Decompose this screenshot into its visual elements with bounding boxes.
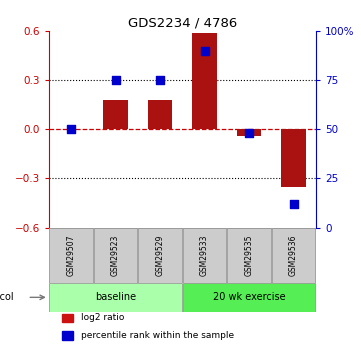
Bar [148, 100, 172, 129]
Bar [62, 331, 73, 340]
Point [113, 77, 118, 83]
Title: GDS2234 / 4786: GDS2234 / 4786 [128, 17, 237, 30]
Bar [281, 129, 306, 187]
Text: GSM29529: GSM29529 [156, 234, 165, 276]
Text: log2 ratio: log2 ratio [81, 314, 124, 323]
Text: GSM29533: GSM29533 [200, 234, 209, 276]
Bar [192, 33, 217, 129]
Text: GSM29535: GSM29535 [245, 234, 253, 276]
Bar [94, 228, 137, 283]
Bar [227, 228, 271, 283]
Bar [183, 283, 316, 312]
Text: 20 wk exercise: 20 wk exercise [213, 292, 286, 302]
Bar [49, 228, 93, 283]
Text: baseline: baseline [95, 292, 136, 302]
Point [202, 48, 208, 53]
Point [157, 77, 163, 83]
Text: protocol: protocol [0, 292, 14, 302]
Bar [237, 129, 261, 136]
Bar [62, 314, 73, 322]
Bar [272, 228, 316, 283]
Bar [103, 100, 128, 129]
Point [68, 127, 74, 132]
Text: GSM29507: GSM29507 [66, 234, 75, 276]
Bar [49, 283, 182, 312]
Bar [183, 228, 226, 283]
Point [246, 130, 252, 136]
Bar [138, 228, 182, 283]
Text: percentile rank within the sample: percentile rank within the sample [81, 331, 234, 340]
Text: GSM29523: GSM29523 [111, 234, 120, 276]
Text: GSM29536: GSM29536 [289, 234, 298, 276]
Point [291, 201, 296, 207]
